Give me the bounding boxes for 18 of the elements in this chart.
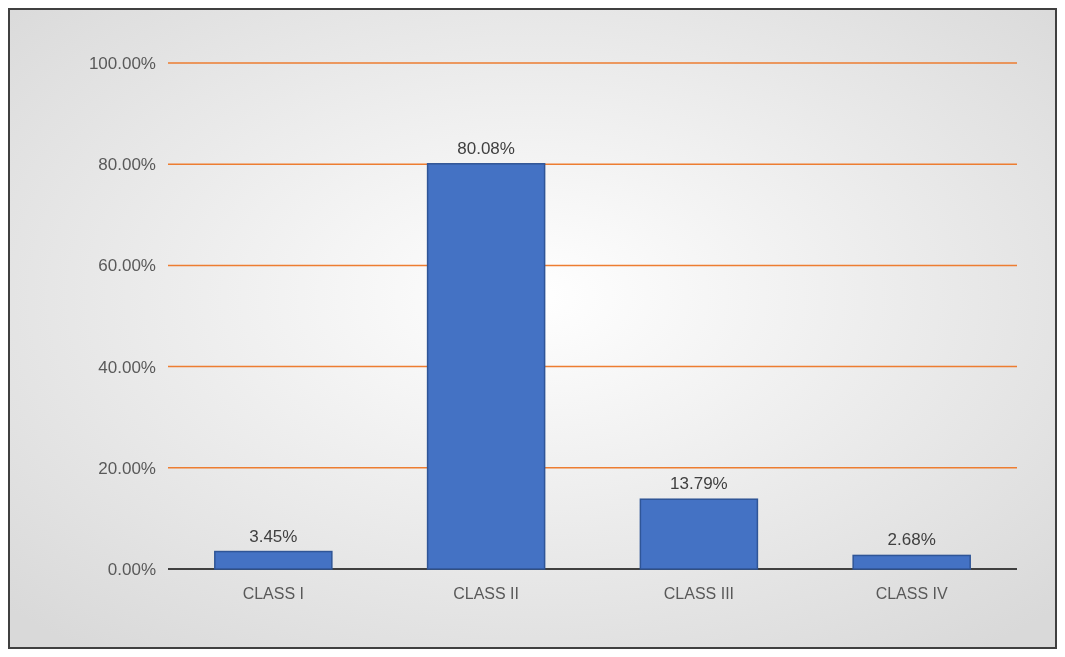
x-tick-label: CLASS I	[242, 585, 305, 602]
bar	[426, 163, 546, 570]
y-tick-label: 100.00%	[88, 53, 156, 73]
x-tick-label: CLASS III	[663, 585, 735, 602]
data-label: 2.68%	[887, 530, 936, 550]
x-tick-label: CLASS IV	[875, 585, 949, 602]
y-tick-label: 60.00%	[98, 256, 156, 276]
data-label: 13.79%	[670, 474, 728, 494]
data-label: 3.45%	[249, 526, 298, 546]
y-tick-label: 20.00%	[98, 458, 156, 478]
y-tick-label: 0.00%	[107, 559, 156, 579]
bar	[852, 554, 971, 570]
y-tick-label: 80.00%	[98, 155, 156, 175]
data-label: 80.08%	[457, 138, 515, 158]
y-tick-label: 40.00%	[98, 357, 156, 377]
bar	[214, 550, 333, 570]
x-tick-label: CLASS II	[453, 585, 520, 602]
bar	[639, 498, 759, 570]
